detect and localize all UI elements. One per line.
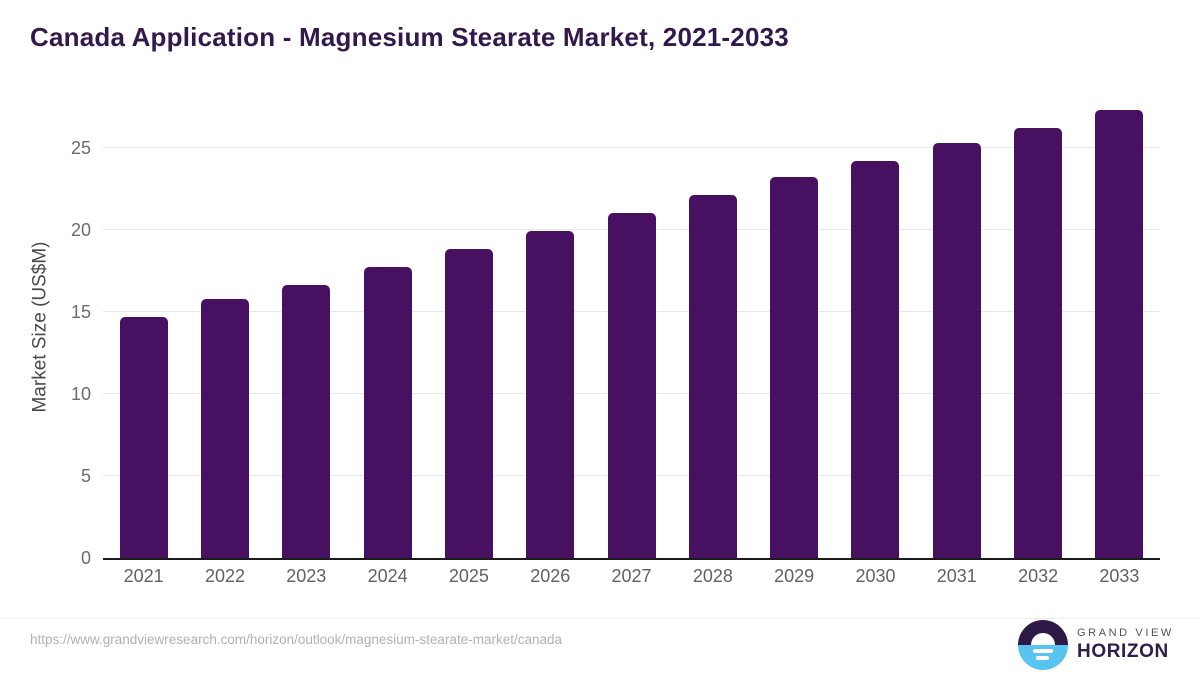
bar-2021[interactable]: [119, 316, 168, 558]
y-tick-label-5: 5: [80, 465, 91, 486]
x-tick-label-2032: 2032: [1018, 566, 1059, 586]
bar-slot-2033: [1079, 95, 1160, 558]
x-tick-label-2026: 2026: [530, 566, 571, 586]
y-tick-label-25: 25: [70, 137, 91, 158]
bar-2028[interactable]: [688, 195, 737, 558]
x-axis-labels: 2021 2022 2023 2024 2025 2026 2027 2028 2029 2030…: [103, 566, 1160, 587]
y-tick-label-20: 20: [70, 219, 91, 240]
x-tick-label-2031: 2031: [936, 566, 977, 586]
bar-2032[interactable]: [1014, 127, 1063, 558]
logo-text-grand-view: GRAND VIEW: [1077, 627, 1174, 639]
bar-2030[interactable]: [851, 160, 900, 558]
x-tick-label-2021: 2021: [123, 566, 164, 586]
bar-2033[interactable]: [1095, 109, 1144, 558]
plot-area: 0 5 10 15 20 25: [71, 95, 1160, 568]
bar-slot-2028: [672, 95, 753, 558]
bar-2022[interactable]: [200, 298, 249, 558]
y-tick-label-0: 0: [80, 548, 91, 568]
y-tick-label-10: 10: [70, 383, 91, 404]
bar-slot-2029: [754, 95, 835, 558]
bar-2025[interactable]: [444, 249, 493, 558]
footer-divider: [0, 618, 1200, 619]
x-tick-label-2023: 2023: [286, 566, 327, 586]
bar-slot-2023: [266, 95, 347, 558]
bar-slot-2026: [510, 95, 591, 558]
x-tick-label-2033: 2033: [1099, 566, 1140, 586]
bar-slot-2027: [591, 95, 672, 558]
horizon-sun-icon: [1018, 620, 1068, 670]
bar-2027[interactable]: [607, 213, 656, 558]
chart-title: Canada Application - Magnesium Stearate …: [30, 22, 789, 52]
bar-2026[interactable]: [526, 231, 575, 558]
bar-slot-2032: [997, 95, 1078, 558]
bars-layer: [103, 95, 1160, 558]
sun-shape: [1031, 633, 1055, 645]
logo-text-horizon: HORIZON: [1077, 641, 1169, 662]
bar-slot-2030: [835, 95, 916, 558]
logo-text: GRAND VIEW HORIZON: [1077, 627, 1174, 663]
source-url: https://www.grandviewresearch.com/horizo…: [30, 632, 562, 647]
bar-slot-2022: [184, 95, 265, 558]
x-tick-label-2030: 2030: [855, 566, 896, 586]
x-tick-label-2029: 2029: [774, 566, 815, 586]
bar-2024[interactable]: [363, 267, 412, 558]
x-tick-label-2024: 2024: [367, 566, 408, 586]
horizon-reflection-line-2: [1036, 656, 1049, 660]
bar-slot-2021: [103, 95, 184, 558]
bar-2023[interactable]: [282, 285, 331, 558]
bar-2029[interactable]: [770, 177, 819, 558]
y-tick-label-15: 15: [70, 301, 91, 322]
horizon-reflection-line-1: [1033, 649, 1053, 653]
x-tick-label-2025: 2025: [448, 566, 489, 586]
bar-slot-2024: [347, 95, 428, 558]
bar-2031[interactable]: [932, 142, 981, 558]
gridline-25: [103, 146, 1160, 148]
x-tick-label-2027: 2027: [611, 566, 652, 586]
bar-slot-2031: [916, 95, 997, 558]
grandview-horizon-logo[interactable]: GRAND VIEW HORIZON: [1018, 620, 1174, 670]
y-axis-title-container: Market Size (US$M): [20, 95, 62, 558]
x-tick-label-2028: 2028: [692, 566, 733, 586]
x-tick-label-2022: 2022: [204, 566, 245, 586]
bar-slot-2025: [428, 95, 509, 558]
